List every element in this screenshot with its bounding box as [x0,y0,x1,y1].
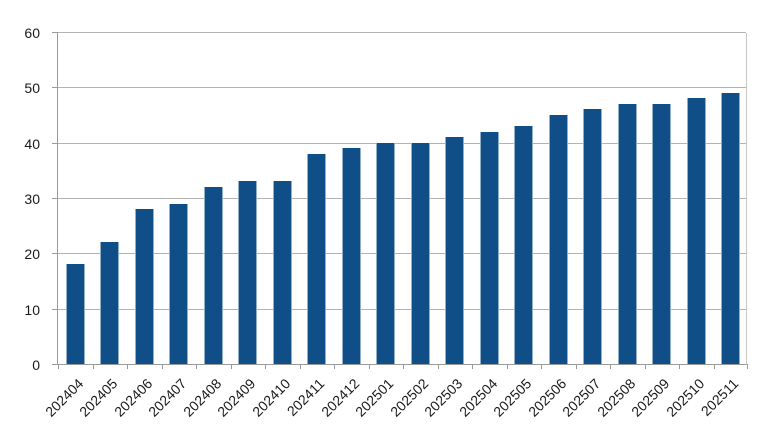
y-axis-label: 50 [24,80,40,97]
x-tick [437,364,439,369]
x-tick [541,364,542,369]
bar-202411 [307,153,327,364]
bar-202505 [514,126,534,364]
x-axis-label: 202502 [386,375,431,420]
bar-202504 [479,131,499,364]
y-axis-label: 30 [24,191,40,207]
x-tick [161,364,163,369]
bar-202507 [583,109,603,364]
x-axis-label: 202407 [145,375,190,420]
bar-202407 [169,203,189,364]
bar-202510 [686,98,706,364]
y-axis-label: 0 [32,357,40,373]
y-tick-10 [52,308,58,310]
plot-area [52,32,748,369]
x-axis-label: 202510 [662,375,707,420]
x-axis-label: 202504 [455,375,500,420]
x-tick [92,364,94,369]
x-tick [265,364,266,369]
x-axis-label: 202501 [352,375,397,420]
x-tick [506,364,508,369]
x-tick [679,364,680,369]
x-axis-label: 202405 [76,375,121,420]
y-axis-label: 20 [24,246,40,263]
bar-202508 [617,103,637,364]
x-tick [334,364,335,369]
bar-202501 [376,142,396,364]
x-axis-label: 202409 [214,375,259,420]
y-tick-50 [52,87,58,89]
y-gridline-50 [58,87,746,89]
x-tick [196,364,197,369]
y-tick-60 [52,32,58,33]
y-tick-20 [52,253,58,255]
x-axis-label: 202411 [283,375,328,419]
x-tick [610,364,611,369]
x-tick [58,364,59,369]
y-gridline-30 [58,198,746,199]
bar-202502 [410,142,430,364]
x-tick [403,364,404,369]
bar-202405 [100,242,120,364]
x-tick [575,364,577,369]
x-axis-label: 202507 [559,375,604,420]
x-axis-label: 202511 [697,375,742,419]
bar-202412 [341,148,361,364]
x-axis-label: 202404 [41,375,86,420]
x-axis-label: 202506 [524,375,569,420]
y-gridline-60 [58,32,746,33]
bar-202404 [65,264,85,364]
bar-202409 [238,181,258,364]
x-tick [472,364,473,369]
x-axis-label: 202406 [110,375,155,420]
x-axis-label: 202509 [628,375,673,420]
bar-202503 [445,137,465,364]
x-tick [127,364,128,369]
x-tick [230,364,232,369]
x-tick [747,364,748,369]
bar-202509 [652,103,672,364]
x-axis-label: 202412 [317,375,362,420]
x-tick [644,364,646,369]
x-axis-label: 202505 [490,375,535,420]
x-axis-label: 202503 [421,375,466,420]
x-axis-label: 202410 [248,375,293,420]
bar-202408 [203,186,223,364]
x-axis-label: 202408 [179,375,224,420]
x-axis-label: 202508 [593,375,638,420]
y-tick-30 [52,198,58,199]
y-tick-0 [52,364,58,365]
y-axis-label: 10 [24,301,40,318]
y-axis-label: 60 [24,25,40,41]
y-axis-label: 40 [24,135,40,152]
y-gridline-40 [58,142,746,144]
bar-202406 [134,209,154,364]
bar-202506 [548,115,568,364]
bar-202410 [272,181,292,364]
x-tick [713,364,715,369]
x-tick [368,364,370,369]
bar-202511 [721,92,741,364]
x-tick [299,364,301,369]
y-gridline-20 [58,253,746,255]
y-tick-40 [52,142,58,144]
y-gridline-10 [58,308,746,310]
